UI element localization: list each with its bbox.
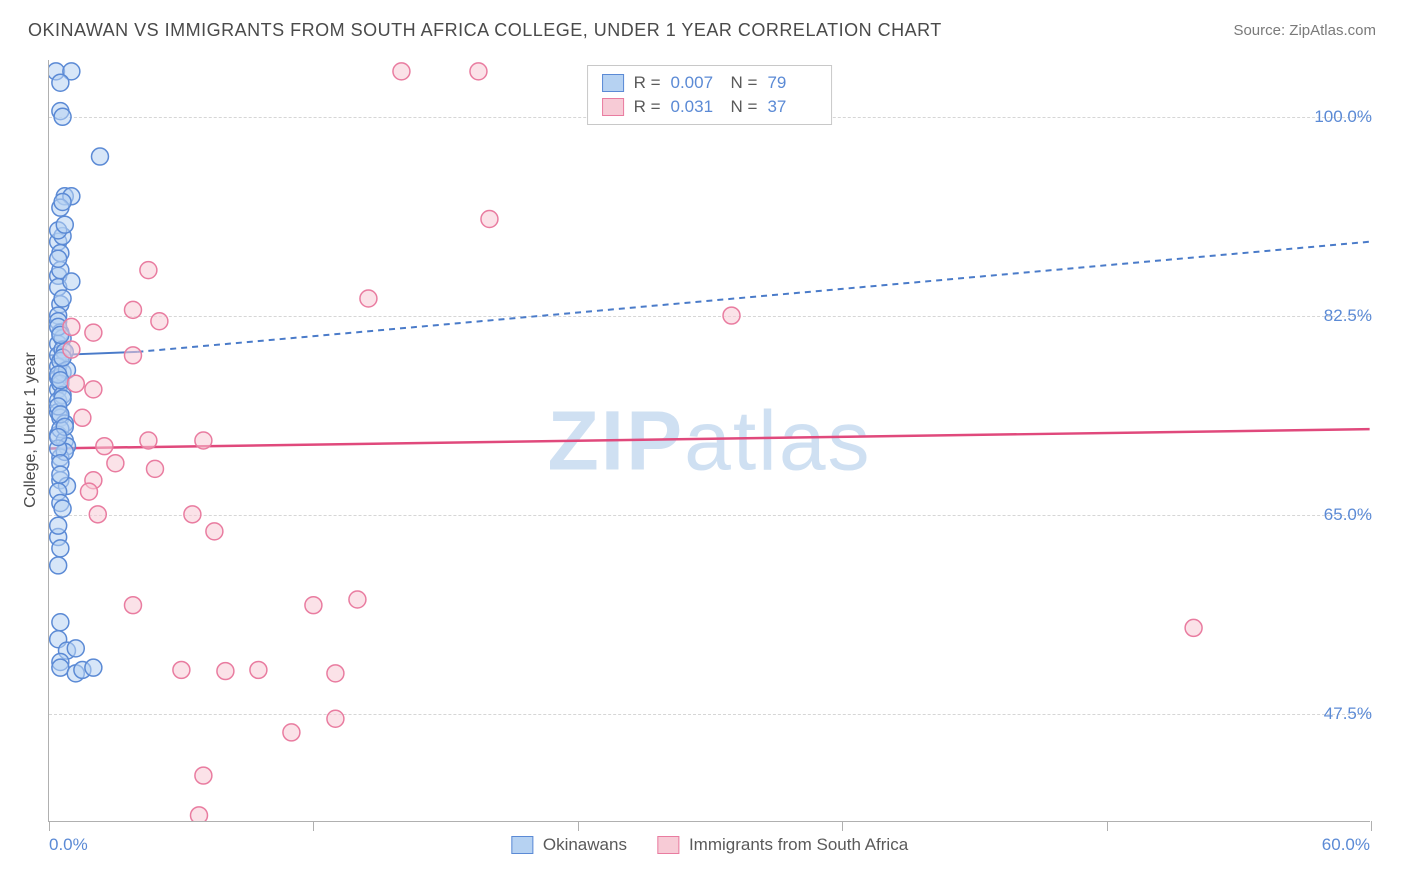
x-axis-min-label: 0.0%	[49, 835, 88, 855]
plot-area: ZIPatlas 0.0% 60.0% 47.5%65.0%82.5%100.0…	[48, 60, 1370, 822]
chart-container: OKINAWAN VS IMMIGRANTS FROM SOUTH AFRICA…	[0, 0, 1406, 892]
trend-line	[49, 429, 1369, 448]
data-point	[80, 483, 97, 500]
legend-item: Immigrants from South Africa	[657, 835, 908, 855]
data-point	[393, 63, 410, 80]
legend-label: Immigrants from South Africa	[689, 835, 908, 855]
data-point	[1185, 619, 1202, 636]
x-tick	[578, 821, 579, 831]
data-point	[124, 301, 141, 318]
data-point	[124, 347, 141, 364]
data-point	[85, 659, 102, 676]
data-point	[52, 74, 69, 91]
data-point	[67, 640, 84, 657]
trend-line-dashed	[137, 242, 1369, 352]
data-point	[52, 659, 69, 676]
data-point	[195, 432, 212, 449]
data-point	[195, 767, 212, 784]
data-point	[140, 262, 157, 279]
data-point	[140, 432, 157, 449]
data-point	[50, 250, 67, 267]
data-point	[96, 438, 113, 455]
x-axis-max-label: 60.0%	[1322, 835, 1370, 855]
data-point	[85, 381, 102, 398]
legend-label: Okinawans	[543, 835, 627, 855]
data-point	[206, 523, 223, 540]
data-point	[54, 108, 71, 125]
data-point	[54, 193, 71, 210]
data-point	[67, 375, 84, 392]
x-tick	[1371, 821, 1372, 831]
data-point	[470, 63, 487, 80]
data-point	[50, 557, 67, 574]
data-point	[349, 591, 366, 608]
header: OKINAWAN VS IMMIGRANTS FROM SOUTH AFRICA…	[28, 20, 1376, 41]
data-point	[173, 661, 190, 678]
data-point	[63, 318, 80, 335]
x-tick	[1107, 821, 1108, 831]
data-point	[360, 290, 377, 307]
data-point	[107, 455, 124, 472]
y-axis-title: College, Under 1 year	[22, 352, 40, 508]
data-point	[217, 663, 234, 680]
legend-series: Okinawans Immigrants from South Africa	[511, 835, 908, 855]
data-point	[52, 540, 69, 557]
data-point	[151, 313, 168, 330]
data-point	[146, 460, 163, 477]
data-point	[91, 148, 108, 165]
data-point	[52, 466, 69, 483]
source-label: Source: ZipAtlas.com	[1233, 22, 1376, 39]
x-tick	[313, 821, 314, 831]
data-point	[191, 807, 208, 821]
data-point	[63, 273, 80, 290]
data-point	[52, 372, 69, 389]
data-point	[723, 307, 740, 324]
data-point	[50, 429, 67, 446]
data-point	[481, 211, 498, 228]
data-point	[54, 290, 71, 307]
data-point	[327, 710, 344, 727]
data-point	[124, 597, 141, 614]
scatter-svg	[49, 60, 1370, 821]
data-point	[52, 614, 69, 631]
data-point	[74, 409, 91, 426]
swatch-series-1	[657, 836, 679, 854]
data-point	[50, 517, 67, 534]
swatch-series-0	[511, 836, 533, 854]
chart-title: OKINAWAN VS IMMIGRANTS FROM SOUTH AFRICA…	[28, 20, 942, 41]
data-point	[327, 665, 344, 682]
x-tick	[49, 821, 50, 831]
data-point	[305, 597, 322, 614]
data-point	[63, 341, 80, 358]
legend-item: Okinawans	[511, 835, 627, 855]
data-point	[85, 324, 102, 341]
data-point	[184, 506, 201, 523]
data-point	[283, 724, 300, 741]
data-point	[250, 661, 267, 678]
data-point	[56, 216, 73, 233]
data-point	[54, 500, 71, 517]
x-tick	[842, 821, 843, 831]
data-point	[89, 506, 106, 523]
